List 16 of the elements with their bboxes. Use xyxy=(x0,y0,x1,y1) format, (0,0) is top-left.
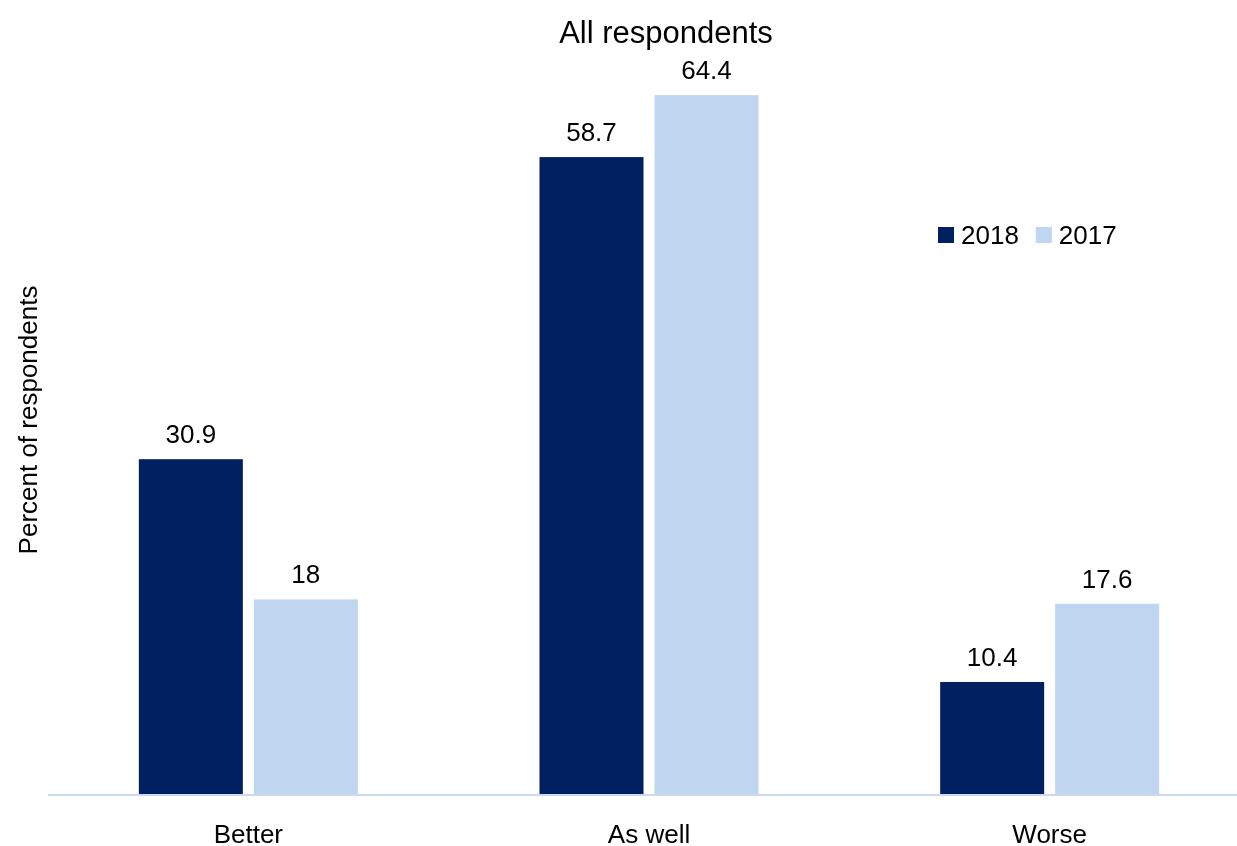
chart-title: All respondents xyxy=(559,15,773,50)
data-label: 64.4 xyxy=(681,55,732,86)
y-axis-title: Percent of respondents xyxy=(13,285,43,555)
bar xyxy=(539,157,644,795)
x-tick-label: Worse xyxy=(1012,819,1087,846)
bar xyxy=(940,681,1045,795)
x-tick-label: Better xyxy=(213,819,284,846)
data-label: 58.7 xyxy=(566,117,617,148)
data-label: 18 xyxy=(291,559,321,590)
data-label: 10.4 xyxy=(966,641,1018,672)
legend-label: 2018 xyxy=(961,220,1019,250)
x-tick-label: As well xyxy=(607,819,691,846)
data-label: 30.9 xyxy=(165,419,217,450)
legend-label: 2017 xyxy=(1058,220,1117,250)
bar xyxy=(138,459,243,795)
data-label: 17.6 xyxy=(1081,563,1133,594)
